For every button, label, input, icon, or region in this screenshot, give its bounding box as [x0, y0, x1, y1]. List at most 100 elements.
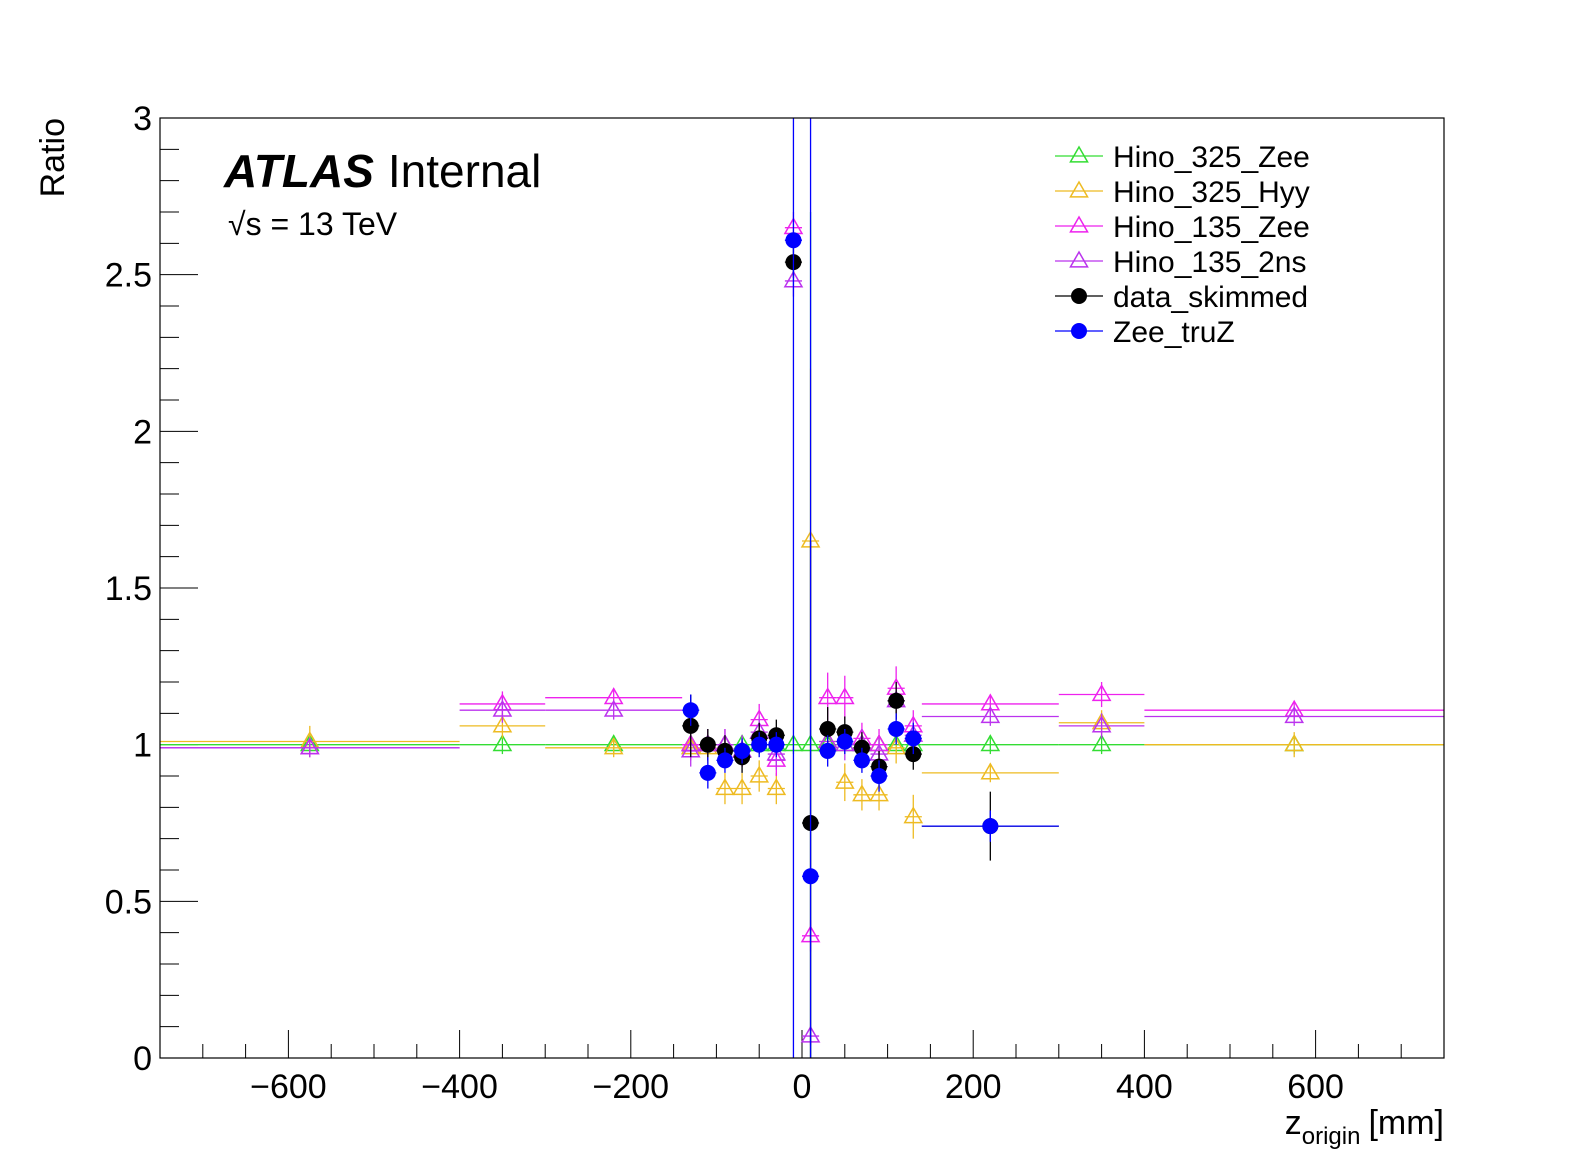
axis-ticks: −600 −400 −200 0 200 400 600 0 0.5 1 1.5 2 2.5 3	[105, 100, 1402, 1106]
plot-frame	[159, 117, 1445, 1059]
data-point	[545, 737, 683, 758]
data-point	[766, 772, 787, 805]
marker-circle	[682, 702, 699, 719]
y-tick-label: 2.5	[105, 257, 152, 295]
marker-circle	[802, 868, 819, 885]
marker-triangle	[715, 778, 735, 796]
marker-circle	[888, 692, 905, 709]
data-point	[921, 762, 1059, 783]
data-point	[819, 735, 837, 767]
energy-label: √s = 13 TeV	[228, 206, 398, 242]
marker-circle	[905, 730, 922, 747]
y-tick-label: 0.5	[105, 883, 152, 921]
data-point	[682, 694, 700, 726]
marker-triangle	[1091, 715, 1112, 733]
marker-circle	[699, 736, 716, 753]
marker-circle	[699, 764, 716, 781]
marker-circle	[785, 232, 802, 249]
legend-entry: Hino_325_Zee	[1055, 141, 1310, 174]
legend-marker-circle	[1071, 323, 1087, 339]
energy-text: s = 13 TeV	[246, 206, 398, 242]
marker-circle	[819, 721, 836, 737]
legend-label: Hino_135_Zee	[1113, 211, 1310, 244]
marker-triangle	[903, 806, 924, 824]
legend-label: Hino_325_Zee	[1113, 141, 1310, 174]
marker-triangle	[834, 687, 855, 705]
data-point	[715, 772, 735, 805]
y-axis-label: Ratio	[34, 118, 72, 197]
x-axis-label-unit: [mm]	[1368, 1104, 1444, 1142]
marker-triangle	[603, 699, 624, 717]
marker-triangle	[980, 734, 1001, 752]
data-point	[716, 747, 734, 773]
marker-triangle	[1091, 684, 1112, 702]
y-tick-label: 2	[133, 413, 152, 451]
legend-entry: Hino_135_2ns	[1055, 246, 1307, 279]
marker-triangle	[603, 737, 624, 755]
atlas-label: ATLAS Internal √s = 13 TeV	[223, 145, 541, 242]
data-point	[545, 699, 683, 720]
marker-triangle	[834, 771, 855, 789]
atlas-label-bold: ATLAS	[223, 145, 374, 197]
data-point	[699, 757, 717, 789]
marker-triangle	[1284, 705, 1305, 724]
legend-marker-circle	[1071, 288, 1087, 304]
marker-triangle	[980, 762, 1001, 780]
x-tick-label: 200	[945, 1068, 1002, 1106]
data-point	[819, 707, 837, 751]
marker-circle	[819, 742, 836, 759]
x-axis-label-subscript: origin	[1302, 1123, 1361, 1150]
series-zee-truz	[682, 118, 1059, 1058]
marker-circle	[982, 818, 999, 835]
marker-triangle	[492, 715, 513, 733]
legend: Hino_325_ZeeHino_325_HyyHino_135_ZeeHino…	[1055, 141, 1310, 349]
marker-circle	[768, 736, 785, 753]
marker-triangle	[492, 699, 513, 717]
data-point	[749, 760, 770, 792]
marker-triangle	[732, 778, 752, 796]
marker-circle	[836, 733, 853, 750]
legend-label: data_skimmed	[1113, 281, 1308, 314]
data-point	[887, 713, 905, 745]
marker-circle	[751, 736, 768, 753]
data-point	[733, 738, 751, 764]
x-tick-label: −400	[421, 1068, 498, 1106]
data-point	[160, 737, 460, 758]
legend-entry: Zee_truZ	[1055, 316, 1235, 349]
y-tick-label: 1.5	[105, 570, 152, 608]
marker-triangle	[492, 734, 513, 752]
data-point	[1144, 705, 1444, 726]
x-axis-label: zorigin [mm]	[1285, 1104, 1444, 1150]
data-point	[921, 734, 1059, 755]
data-point	[921, 705, 1059, 726]
marker-triangle	[817, 687, 838, 705]
marker-circle	[888, 721, 905, 737]
marker-triangle	[886, 737, 907, 755]
legend-entry: data_skimmed	[1055, 281, 1308, 314]
data-point	[903, 794, 924, 839]
x-axis-label-main: z	[1285, 1104, 1302, 1142]
legend-marker-triangle	[1069, 180, 1089, 198]
x-tick-label: 600	[1287, 1068, 1344, 1106]
legend-marker-triangle	[1069, 250, 1089, 268]
data-point	[904, 722, 922, 755]
marker-triangle	[766, 743, 787, 761]
x-tick-label: 400	[1116, 1068, 1173, 1106]
y-tick-label: 3	[133, 100, 152, 138]
legend-marker-triangle	[1069, 215, 1089, 233]
data-point	[852, 779, 872, 811]
data-point	[834, 675, 855, 720]
marker-triangle	[1091, 734, 1112, 752]
legend-label: Zee_truZ	[1113, 316, 1235, 349]
marker-triangle	[766, 778, 787, 796]
marker-circle	[734, 742, 751, 759]
data-point	[784, 118, 802, 1058]
data-point	[1058, 682, 1145, 708]
legend-label: Hino_325_Hyy	[1113, 176, 1310, 209]
data-point	[834, 763, 855, 802]
data-point	[802, 118, 820, 1058]
marker-triangle	[980, 705, 1001, 724]
y-tick-label: 0	[133, 1040, 152, 1078]
data-point	[853, 747, 871, 773]
